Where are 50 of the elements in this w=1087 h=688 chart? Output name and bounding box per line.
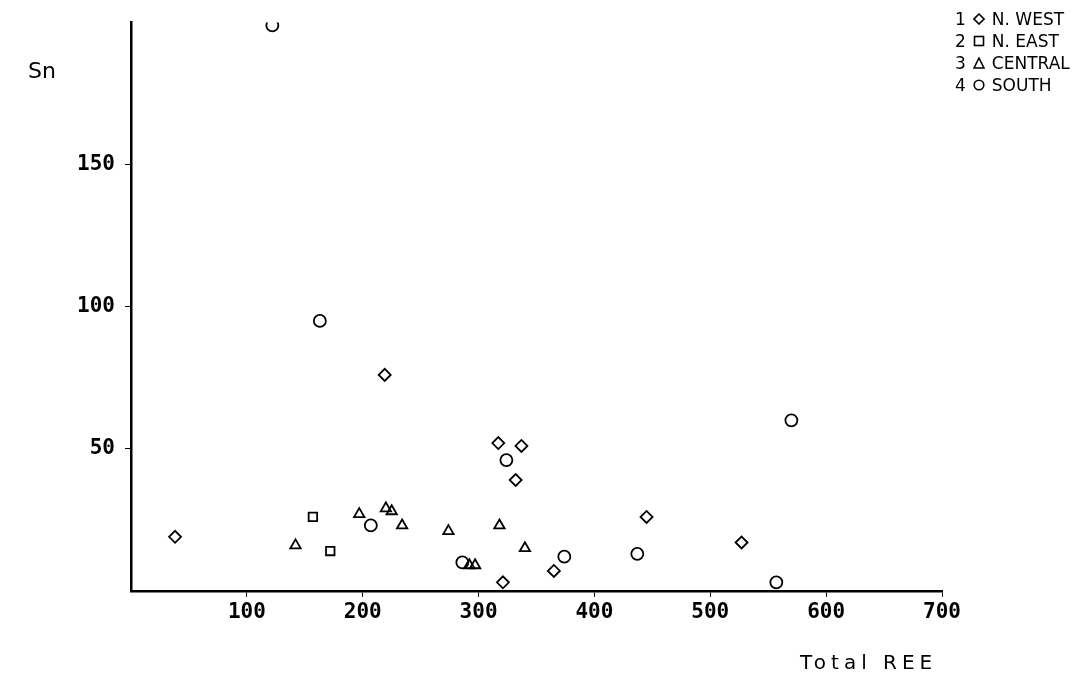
point (385, 504, 398, 516)
x-axis-title: Total REE (800, 650, 938, 674)
legend-label: SOUTH (991, 74, 1052, 96)
point (363, 518, 378, 533)
point (307, 511, 319, 523)
text: 2 (955, 30, 966, 52)
x-tick-label: 700 (923, 598, 961, 623)
point (396, 518, 409, 530)
point (493, 518, 506, 530)
y-axis-title: Sn (28, 58, 56, 83)
point (546, 564, 561, 578)
legend-label: CENTRAL (991, 52, 1070, 74)
text: 1 (955, 8, 966, 30)
point (265, 22, 280, 33)
point (630, 546, 645, 561)
x-tick-label: 100 (227, 598, 266, 623)
x-tick-label: 600 (807, 598, 846, 623)
point (379, 501, 392, 513)
x-tick-label: 400 (575, 598, 614, 623)
point (769, 575, 784, 590)
x-tick-label: 500 (691, 598, 730, 623)
point (377, 367, 392, 382)
point (784, 413, 799, 428)
x-tick-label: 300 (459, 598, 498, 623)
point (353, 507, 366, 518)
y-tick-label: 100 (77, 293, 115, 318)
y-tick-label: 150 (77, 151, 115, 176)
point (499, 453, 514, 468)
point (455, 555, 470, 570)
point (734, 535, 749, 550)
x-tick-label: 200 (343, 598, 382, 623)
point (168, 529, 182, 544)
y-tick-label: 50 (89, 435, 115, 460)
legend-label: N. EAST (991, 30, 1059, 52)
point (491, 436, 506, 450)
point (463, 558, 476, 570)
point (325, 545, 336, 557)
point (508, 473, 523, 487)
point (289, 538, 302, 550)
point (639, 510, 654, 524)
text: 3 (955, 52, 966, 74)
legend-label: N. WEST (991, 8, 1065, 30)
point (557, 549, 572, 564)
point (469, 558, 482, 570)
point (442, 524, 455, 536)
text: 4 (955, 74, 966, 96)
point (496, 575, 510, 590)
point (518, 541, 532, 553)
point (514, 439, 529, 453)
point (312, 314, 327, 328)
